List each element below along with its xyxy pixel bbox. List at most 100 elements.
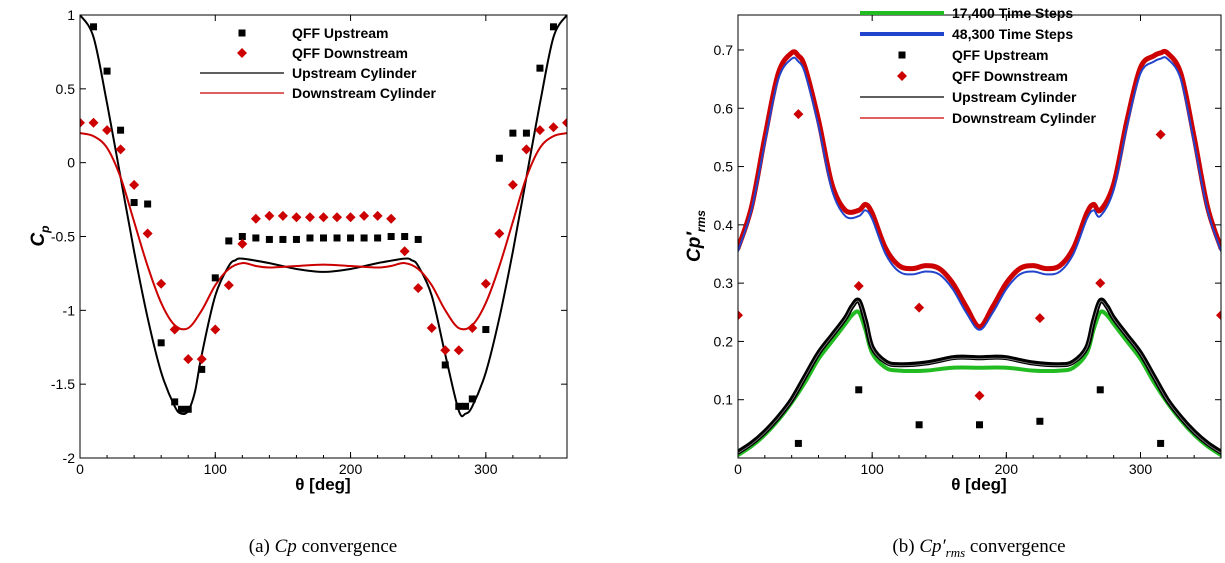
data-point-qff-downstream — [413, 283, 424, 294]
data-point-qff-downstream — [1155, 129, 1166, 140]
data-point-qff-downstream — [1095, 278, 1106, 289]
data-point-qff-downstream — [345, 212, 356, 223]
series-line-upstream-cylinder — [80, 15, 567, 418]
data-point-qff-downstream — [359, 210, 370, 221]
legend-entry-label: QFF Downstream — [292, 45, 408, 61]
legend-entry-label: Downstream Cylinder — [292, 85, 436, 101]
data-point-qff-upstream — [414, 235, 422, 243]
data-point-qff-downstream — [521, 144, 532, 155]
data-point-qff-downstream — [426, 323, 437, 334]
data-point-qff-upstream — [401, 233, 409, 240]
data-point-qff-upstream — [495, 154, 503, 162]
panel-cp-rms: 0 100 200 300 0.1 0.2 0.3 0.4 0.5 0.6 0.7 Cp′rms θ… — [684, 5, 1222, 560]
y-tick-label: 0.1 — [714, 392, 734, 408]
data-point-qff-downstream — [304, 212, 315, 223]
data-point-qff-downstream — [1216, 310, 1221, 321]
y-tick-label: 1 — [67, 7, 75, 23]
x-tick-label: 300 — [1129, 461, 1153, 477]
data-point-qff-downstream — [853, 281, 864, 292]
y-tick-label: -0.5 — [51, 229, 75, 245]
data-point-qff-downstream — [169, 324, 180, 335]
data-point-qff-upstream — [482, 326, 490, 334]
data-point-qff-upstream — [103, 67, 111, 75]
data-point-qff-upstream — [509, 129, 517, 137]
data-point-qff-downstream — [332, 212, 343, 223]
legend-entry-label: QFF Upstream — [952, 47, 1048, 63]
data-point-qff-downstream — [1034, 313, 1045, 324]
y-tick-label: -2 — [63, 450, 76, 466]
data-point-qff-upstream — [225, 237, 233, 245]
x-tick-label: 200 — [995, 461, 1019, 477]
data-point-qff-downstream — [318, 212, 329, 223]
legend-entry-label: 17,400 Time Steps — [952, 5, 1073, 21]
legend-entry-label: QFF Downstream — [952, 68, 1068, 84]
data-point-qff-downstream — [156, 278, 167, 289]
data-point-qff-downstream — [453, 345, 464, 356]
x-tick-label: 100 — [204, 461, 228, 477]
series-line-downstream-cylinder — [80, 132, 567, 331]
x-tick-label: 300 — [474, 461, 498, 477]
data-point-qff-downstream — [548, 122, 559, 133]
data-point-qff-upstream — [238, 233, 246, 240]
data-point-qff-downstream — [974, 390, 985, 401]
data-point-qff-upstream — [144, 200, 152, 208]
legend-entry-label: Downstream Cylinder — [952, 110, 1096, 126]
data-point-qff-upstream — [265, 235, 273, 243]
data-point-qff-upstream — [306, 234, 314, 242]
data-point-qff-upstream — [292, 235, 300, 243]
data-point-qff-upstream — [522, 129, 530, 137]
data-point-qff-downstream — [264, 210, 275, 221]
y-tick-label: -1.5 — [51, 376, 75, 392]
x-tick-label: 200 — [339, 461, 363, 477]
caption: (a) Cp convergence — [249, 536, 397, 557]
data-point-qff-downstream — [142, 228, 153, 239]
y-axis-label: Cp′rms — [684, 210, 708, 262]
series-line-17-400-time-steps — [738, 309, 1221, 458]
x-axis-label: θ [deg] — [951, 475, 1006, 494]
legend-marker-diamond — [237, 48, 247, 58]
data-point-qff-upstream — [198, 365, 206, 373]
data-point-qff-upstream — [1036, 417, 1044, 425]
y-tick-label: 0.6 — [714, 100, 734, 116]
y-tick-label: 0.3 — [714, 275, 734, 291]
y-tick-label: -1 — [63, 302, 76, 318]
data-point-qff-upstream — [549, 23, 557, 31]
data-point-qff-downstream — [534, 125, 545, 136]
data-point-qff-downstream — [372, 210, 383, 221]
data-point-qff-downstream — [102, 125, 113, 136]
data-point-qff-downstream — [210, 324, 221, 335]
data-point-qff-upstream — [794, 439, 802, 447]
y-tick-label: 0.2 — [714, 333, 734, 349]
x-tick-label: 0 — [734, 461, 742, 477]
y-tick-label: 0 — [67, 155, 75, 171]
data-point-qff-downstream — [738, 310, 743, 321]
legend-entry-label: 48,300 Time Steps — [952, 26, 1073, 42]
data-point-qff-downstream — [88, 117, 99, 128]
series-line-downstream-cylinder — [738, 48, 1221, 330]
y-tick-label: 0.7 — [714, 42, 734, 58]
series-line-48-300-time-steps — [738, 56, 1221, 331]
y-tick-label: 0.5 — [56, 81, 76, 97]
data-point-qff-downstream — [793, 109, 804, 120]
series-line-upstream-cylinder — [738, 297, 1221, 455]
legend-marker-square — [238, 29, 246, 37]
data-point-qff-downstream — [277, 210, 288, 221]
data-point-qff-downstream — [914, 302, 925, 313]
data-point-qff-upstream — [468, 395, 476, 403]
data-point-qff-upstream — [976, 421, 983, 429]
data-point-qff-downstream — [196, 354, 207, 365]
data-point-qff-upstream — [171, 398, 179, 406]
legend-marker-square — [898, 51, 906, 59]
data-point-qff-downstream — [115, 144, 126, 155]
series-line-upstream-cylinder-strand — [738, 300, 1221, 454]
y-axis-label: Cp — [28, 225, 52, 246]
data-point-qff-upstream — [1096, 386, 1104, 394]
panel-cp: 0 100 200 300 1 0.5 0 -0.5 -1 -1.5 -2 Cp θ [deg] Q… — [28, 7, 568, 557]
data-point-qff-upstream — [441, 361, 449, 369]
data-point-qff-upstream — [387, 233, 395, 240]
data-point-qff-downstream — [129, 179, 140, 190]
data-point-qff-upstream — [536, 64, 544, 72]
y-tick-label: 0.4 — [714, 217, 734, 233]
data-point-qff-upstream — [157, 339, 165, 347]
